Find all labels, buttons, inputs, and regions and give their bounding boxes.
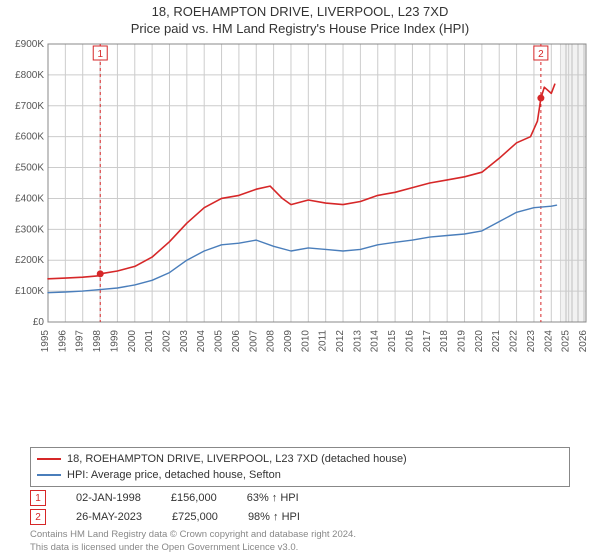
svg-text:2015: 2015 (387, 330, 398, 353)
svg-text:£200K: £200K (15, 255, 44, 266)
svg-text:£300K: £300K (15, 224, 44, 235)
footer-line: Contains HM Land Registry data © Crown c… (30, 529, 570, 541)
svg-text:2012: 2012 (335, 330, 346, 353)
sale-marker-icon: 2 (30, 509, 46, 525)
svg-text:2022: 2022 (509, 330, 520, 353)
svg-text:2002: 2002 (161, 330, 172, 353)
svg-text:1996: 1996 (57, 330, 68, 353)
sale-marker-number: 1 (35, 493, 41, 504)
svg-text:1997: 1997 (75, 330, 86, 353)
chart-title-line1: 18, ROEHAMPTON DRIVE, LIVERPOOL, L23 7XD (0, 4, 600, 19)
chart-title-line2: Price paid vs. HM Land Registry's House … (0, 21, 600, 36)
sale-pct: 63% ↑ HPI (247, 492, 299, 504)
svg-text:1998: 1998 (92, 330, 103, 353)
sale-pct: 98% ↑ HPI (248, 511, 300, 523)
svg-text:1999: 1999 (109, 330, 120, 353)
svg-text:£700K: £700K (15, 101, 44, 112)
svg-text:2016: 2016 (404, 330, 415, 353)
svg-text:2026: 2026 (578, 330, 589, 353)
sale-row: 2 26-MAY-2023 £725,000 98% ↑ HPI (30, 509, 570, 525)
sale-date: 02-JAN-1998 (76, 492, 141, 504)
legend-swatch (37, 458, 61, 460)
svg-text:2009: 2009 (283, 330, 294, 353)
svg-text:2011: 2011 (318, 330, 329, 352)
svg-text:2014: 2014 (370, 330, 381, 353)
svg-text:2021: 2021 (491, 330, 502, 353)
svg-text:2005: 2005 (214, 330, 225, 353)
footer-line: This data is licensed under the Open Gov… (30, 542, 570, 554)
svg-text:£100K: £100K (15, 286, 44, 297)
svg-text:2: 2 (538, 49, 544, 60)
legend-box: 18, ROEHAMPTON DRIVE, LIVERPOOL, L23 7XD… (30, 447, 570, 487)
svg-text:2025: 2025 (561, 330, 572, 353)
svg-text:2013: 2013 (352, 330, 363, 353)
sale-date: 26-MAY-2023 (76, 511, 142, 523)
svg-text:2007: 2007 (248, 330, 259, 353)
svg-text:£500K: £500K (15, 163, 44, 174)
svg-text:2004: 2004 (196, 330, 207, 353)
sale-marker-icon: 1 (30, 490, 46, 506)
sale-price: £725,000 (172, 511, 218, 523)
sale-marker-number: 2 (35, 512, 41, 523)
legend-label: HPI: Average price, detached house, Seft… (67, 467, 281, 483)
svg-text:2003: 2003 (179, 330, 190, 353)
svg-text:£800K: £800K (15, 70, 44, 81)
svg-text:2010: 2010 (300, 330, 311, 353)
svg-text:2017: 2017 (422, 330, 433, 353)
svg-text:2008: 2008 (266, 330, 277, 353)
svg-text:2020: 2020 (474, 330, 485, 353)
svg-text:£0: £0 (33, 317, 45, 328)
svg-text:2019: 2019 (457, 330, 468, 353)
sale-price: £156,000 (171, 492, 217, 504)
legend-item: 18, ROEHAMPTON DRIVE, LIVERPOOL, L23 7XD… (37, 451, 563, 467)
svg-text:2001: 2001 (144, 330, 155, 353)
svg-text:2006: 2006 (231, 330, 242, 353)
svg-text:1: 1 (97, 49, 103, 60)
legend-swatch (37, 474, 61, 476)
svg-text:2000: 2000 (127, 330, 138, 353)
price-chart: £0 £100K £200K £300K £400K £500K £600K £700K £80… (0, 36, 600, 376)
svg-text:£900K: £900K (15, 39, 44, 50)
footer-attribution: Contains HM Land Registry data © Crown c… (30, 529, 570, 554)
svg-text:2023: 2023 (526, 330, 537, 353)
svg-text:£600K: £600K (15, 132, 44, 143)
svg-text:£400K: £400K (15, 193, 44, 204)
sale-row: 1 02-JAN-1998 £156,000 63% ↑ HPI (30, 490, 570, 506)
svg-text:2018: 2018 (439, 330, 450, 353)
legend-label: 18, ROEHAMPTON DRIVE, LIVERPOOL, L23 7XD… (67, 451, 407, 467)
legend-item: HPI: Average price, detached house, Seft… (37, 467, 563, 483)
svg-text:2024: 2024 (543, 330, 554, 353)
svg-text:1995: 1995 (40, 330, 51, 353)
